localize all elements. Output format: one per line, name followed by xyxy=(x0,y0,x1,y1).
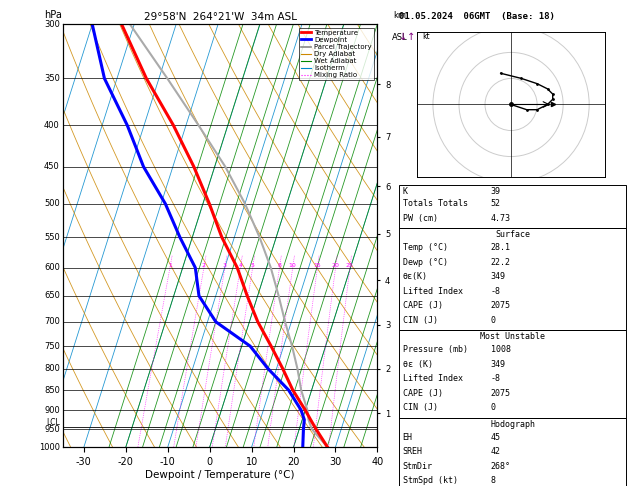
Text: θε(K): θε(K) xyxy=(403,272,428,281)
Text: Most Unstable: Most Unstable xyxy=(480,332,545,342)
Text: -8: -8 xyxy=(491,287,501,296)
Text: Lifted Index: Lifted Index xyxy=(403,374,462,383)
Text: CAPE (J): CAPE (J) xyxy=(403,301,443,311)
Text: 20: 20 xyxy=(331,263,340,268)
Text: PW (cm): PW (cm) xyxy=(403,214,438,223)
Text: -8: -8 xyxy=(491,374,501,383)
Text: LCL: LCL xyxy=(46,418,60,427)
Text: 550: 550 xyxy=(44,233,60,242)
Text: 350: 350 xyxy=(44,74,60,83)
X-axis label: Dewpoint / Temperature (°C): Dewpoint / Temperature (°C) xyxy=(145,469,295,480)
Text: 52: 52 xyxy=(491,199,501,208)
Text: Dewp (°C): Dewp (°C) xyxy=(403,258,448,267)
Text: 4: 4 xyxy=(238,263,242,268)
Title: 29°58'N  264°21'W  34m ASL: 29°58'N 264°21'W 34m ASL xyxy=(143,12,297,22)
Text: km: km xyxy=(393,11,406,20)
Text: 3: 3 xyxy=(223,263,227,268)
Text: 01.05.2024  06GMT  (Base: 18): 01.05.2024 06GMT (Base: 18) xyxy=(399,12,555,21)
Text: StmDir: StmDir xyxy=(403,462,433,471)
Text: 268°: 268° xyxy=(491,462,511,471)
Text: 39: 39 xyxy=(491,187,501,196)
Text: Lifted Index: Lifted Index xyxy=(403,287,462,296)
Text: 400: 400 xyxy=(44,121,60,130)
Text: 25: 25 xyxy=(346,263,354,268)
Text: Temp (°C): Temp (°C) xyxy=(403,243,448,252)
Text: 22.2: 22.2 xyxy=(491,258,511,267)
Text: 850: 850 xyxy=(44,385,60,395)
Text: CIN (J): CIN (J) xyxy=(403,316,438,325)
Text: Totals Totals: Totals Totals xyxy=(403,199,467,208)
Text: CAPE (J): CAPE (J) xyxy=(403,389,443,398)
Text: 450: 450 xyxy=(44,162,60,171)
Text: 750: 750 xyxy=(44,342,60,350)
Text: θε (K): θε (K) xyxy=(403,360,433,369)
Text: 15: 15 xyxy=(314,263,321,268)
Text: 600: 600 xyxy=(44,263,60,272)
Text: ↓↑: ↓↑ xyxy=(399,32,416,42)
Text: Hodograph: Hodograph xyxy=(490,420,535,429)
Text: 28.1: 28.1 xyxy=(491,243,511,252)
Text: 1000: 1000 xyxy=(39,443,60,451)
Text: CIN (J): CIN (J) xyxy=(403,403,438,413)
Text: 2075: 2075 xyxy=(491,389,511,398)
Text: 4.73: 4.73 xyxy=(491,214,511,223)
Text: 10: 10 xyxy=(289,263,296,268)
Text: Pressure (mb): Pressure (mb) xyxy=(403,345,467,354)
Text: 700: 700 xyxy=(44,317,60,327)
Text: K: K xyxy=(403,187,408,196)
Text: Surface: Surface xyxy=(495,230,530,240)
Text: 900: 900 xyxy=(44,406,60,415)
Text: 2075: 2075 xyxy=(491,301,511,311)
Text: 800: 800 xyxy=(44,364,60,373)
Text: EH: EH xyxy=(403,433,413,442)
Text: 349: 349 xyxy=(491,272,506,281)
Text: 1008: 1008 xyxy=(491,345,511,354)
Text: kt: kt xyxy=(423,33,430,41)
Text: ASL: ASL xyxy=(392,33,407,42)
Text: 5: 5 xyxy=(251,263,255,268)
Text: 0: 0 xyxy=(491,403,496,413)
Text: 45: 45 xyxy=(491,433,501,442)
Text: 950: 950 xyxy=(44,425,60,434)
Text: 0: 0 xyxy=(491,316,496,325)
Text: 300: 300 xyxy=(44,20,60,29)
Text: 8: 8 xyxy=(491,476,496,486)
Text: 349: 349 xyxy=(491,360,506,369)
Text: SREH: SREH xyxy=(403,447,423,456)
Text: hPa: hPa xyxy=(44,10,62,20)
Legend: Temperature, Dewpoint, Parcel Trajectory, Dry Adiabat, Wet Adiabat, Isotherm, Mi: Temperature, Dewpoint, Parcel Trajectory… xyxy=(299,28,374,80)
Text: 650: 650 xyxy=(44,291,60,300)
Text: 8: 8 xyxy=(277,263,281,268)
Text: StmSpd (kt): StmSpd (kt) xyxy=(403,476,457,486)
Text: 500: 500 xyxy=(44,199,60,208)
Text: 42: 42 xyxy=(491,447,501,456)
Text: 1: 1 xyxy=(168,263,172,268)
Text: 2: 2 xyxy=(202,263,206,268)
